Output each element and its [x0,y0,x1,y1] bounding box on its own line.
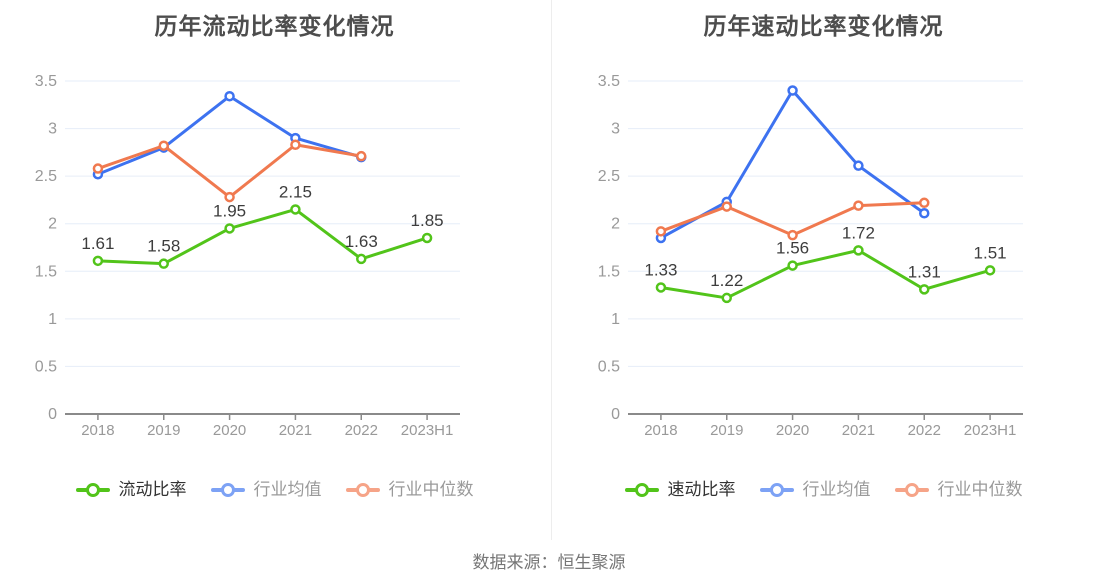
svg-text:1.22: 1.22 [710,271,743,290]
legend-label: 行业均值 [802,480,871,499]
current-ratio-plot: 0 0.5 1 1.5 2 2.5 3 3.5 2018 2019 2020 2021 2022 2023… [35,73,460,439]
svg-text:0: 0 [611,406,620,423]
chart-current-ratio: 历年流动比率变化情况 0 0.5 1 1.5 2 2.5 3 3.5 2018 2019 2020 2… [0,0,549,540]
svg-text:1: 1 [611,311,620,328]
svg-text:1.85: 1.85 [411,211,444,230]
source-note: 数据来源：恒生聚源 [472,553,626,572]
legend-label: 速动比率 [667,480,736,499]
svg-text:2022: 2022 [908,422,941,439]
svg-text:1.58: 1.58 [147,237,180,256]
svg-text:1.63: 1.63 [345,232,378,251]
divider [551,0,552,540]
legend-current-ratio: 流动比率 行业均值 行业中位数 [0,481,549,498]
svg-text:2018: 2018 [644,422,677,439]
svg-text:2023H1: 2023H1 [964,422,1017,439]
line-circle-marker-icon [75,482,110,498]
svg-text:1.5: 1.5 [35,263,57,280]
legend-quick-ratio: 速动比率 行业均值 行业中位数 [549,481,1098,498]
legend-item-industry-mean[interactable]: 行业均值 [210,480,322,499]
svg-text:1.31: 1.31 [908,262,941,281]
svg-text:2019: 2019 [710,422,743,439]
svg-text:1: 1 [48,311,57,328]
svg-text:2020: 2020 [213,422,246,439]
svg-text:0: 0 [48,406,57,423]
legend-item-industry-median[interactable]: 行业中位数 [894,480,1023,499]
svg-text:1.33: 1.33 [644,260,677,279]
svg-text:1.61: 1.61 [81,234,114,253]
legend-label: 行业均值 [253,480,322,499]
line-circle-marker-icon [759,482,794,498]
chart-title-current-ratio: 历年流动比率变化情况 [154,13,395,39]
legend-label: 流动比率 [118,480,187,499]
line-circle-marker-icon [894,482,929,498]
svg-text:2018: 2018 [81,422,114,439]
svg-text:2021: 2021 [842,422,875,439]
svg-text:2.5: 2.5 [35,168,57,185]
svg-text:2023H1: 2023H1 [401,422,454,439]
svg-text:2019: 2019 [147,422,180,439]
chart-title-quick-ratio: 历年速动比率变化情况 [703,13,944,39]
svg-text:2: 2 [611,216,620,233]
svg-text:1.95: 1.95 [213,201,246,220]
svg-text:1.72: 1.72 [842,223,875,242]
svg-text:3: 3 [48,121,57,138]
legend-item-industry-mean[interactable]: 行业均值 [759,480,871,499]
svg-text:1.56: 1.56 [776,239,809,258]
svg-text:0.5: 0.5 [35,358,57,375]
charts-row: 历年流动比率变化情况 0 0.5 1 1.5 2 2.5 3 3.5 2018 2019 2020 2… [0,0,1098,540]
svg-text:2: 2 [48,216,57,233]
legend-item-industry-median[interactable]: 行业中位数 [345,480,474,499]
svg-text:1.5: 1.5 [598,263,620,280]
legend-label: 行业中位数 [388,480,474,499]
svg-text:2020: 2020 [776,422,809,439]
quick-ratio-plot: 0 0.5 1 1.5 2 2.5 3 3.5 2018 2019 2020 2021 2022 2023… [598,73,1023,439]
legend-label: 行业中位数 [937,480,1023,499]
line-circle-marker-icon [624,482,659,498]
svg-text:2.5: 2.5 [598,168,620,185]
svg-text:3.5: 3.5 [598,73,620,90]
svg-text:2022: 2022 [345,422,378,439]
legend-item-current-ratio[interactable]: 流动比率 [75,480,187,499]
svg-text:3.5: 3.5 [35,73,57,90]
svg-text:2021: 2021 [279,422,312,439]
svg-text:0.5: 0.5 [598,358,620,375]
svg-text:3: 3 [611,121,620,138]
svg-text:1.51: 1.51 [974,243,1007,262]
legend-item-quick-ratio[interactable]: 速动比率 [624,480,736,499]
line-circle-marker-icon [345,482,380,498]
svg-text:2.15: 2.15 [279,182,312,201]
chart-quick-ratio: 历年速动比率变化情况 0 0.5 1 1.5 2 2.5 3 3.5 2018 2019 2020 2… [549,0,1098,540]
line-circle-marker-icon [210,482,245,498]
